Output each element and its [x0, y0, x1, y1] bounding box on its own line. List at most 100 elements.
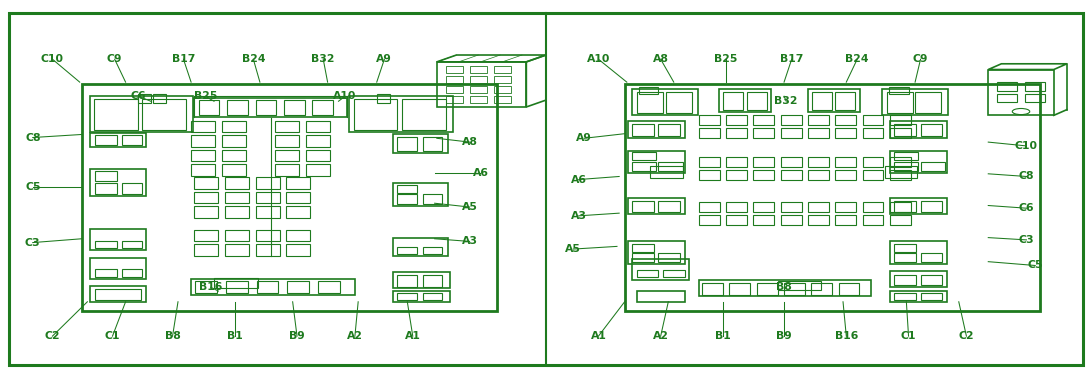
Text: B9: B9: [776, 331, 792, 341]
Text: A5: A5: [566, 244, 581, 254]
Bar: [628, 198, 685, 214]
Bar: [699, 202, 720, 212]
Bar: [256, 230, 280, 241]
Bar: [890, 202, 911, 212]
Bar: [312, 100, 333, 115]
Bar: [835, 215, 856, 225]
Text: B1: B1: [227, 331, 242, 341]
Bar: [470, 96, 487, 103]
Text: C5: C5: [25, 182, 40, 192]
Bar: [95, 241, 117, 248]
Bar: [286, 206, 310, 218]
Bar: [632, 259, 689, 280]
Bar: [863, 115, 883, 125]
Bar: [287, 281, 309, 293]
Bar: [256, 206, 280, 218]
Bar: [95, 171, 117, 181]
Text: B24: B24: [241, 54, 265, 64]
Bar: [658, 201, 680, 212]
Bar: [808, 128, 829, 138]
Bar: [286, 244, 310, 256]
Bar: [256, 177, 280, 189]
Text: A1: A1: [591, 331, 606, 341]
Bar: [890, 291, 947, 302]
Bar: [882, 89, 948, 115]
Bar: [286, 192, 310, 203]
Bar: [890, 198, 947, 214]
Text: A3: A3: [571, 211, 586, 221]
Bar: [222, 135, 246, 147]
Bar: [699, 115, 720, 125]
Text: B9: B9: [289, 331, 305, 341]
Bar: [275, 135, 299, 147]
Bar: [95, 135, 117, 145]
Bar: [863, 128, 883, 138]
Bar: [729, 283, 750, 295]
Bar: [446, 86, 463, 93]
Bar: [494, 76, 511, 83]
Bar: [781, 202, 802, 212]
Bar: [397, 185, 417, 193]
Text: B25: B25: [714, 54, 738, 64]
Bar: [921, 162, 945, 171]
Text: B17: B17: [171, 54, 195, 64]
Bar: [222, 121, 246, 132]
Bar: [753, 215, 774, 225]
Bar: [423, 137, 442, 151]
Bar: [306, 164, 330, 176]
Bar: [122, 135, 142, 145]
Text: C3: C3: [25, 238, 40, 248]
Text: C6: C6: [1019, 203, 1034, 213]
Bar: [835, 202, 856, 212]
Bar: [894, 253, 916, 262]
Text: C3: C3: [1019, 235, 1034, 245]
Bar: [666, 92, 692, 113]
Bar: [632, 89, 698, 115]
Bar: [632, 124, 654, 136]
Bar: [781, 157, 802, 167]
Bar: [778, 281, 821, 290]
Bar: [890, 128, 911, 138]
Bar: [494, 66, 511, 73]
Bar: [306, 150, 330, 161]
Bar: [191, 135, 215, 147]
Bar: [122, 269, 142, 277]
Bar: [808, 215, 829, 225]
Bar: [437, 62, 526, 107]
Text: C5: C5: [1028, 261, 1043, 270]
Bar: [808, 157, 829, 167]
Bar: [397, 293, 417, 300]
Text: A1: A1: [405, 331, 420, 341]
Bar: [808, 202, 829, 212]
Bar: [199, 100, 219, 115]
Bar: [921, 275, 942, 285]
Bar: [90, 286, 146, 302]
Bar: [275, 121, 299, 132]
Bar: [781, 170, 802, 180]
Bar: [988, 70, 1054, 115]
Text: B17: B17: [780, 54, 804, 64]
Bar: [753, 202, 774, 212]
Bar: [894, 275, 916, 285]
Text: C9: C9: [913, 54, 928, 64]
Bar: [835, 157, 856, 167]
Bar: [226, 281, 248, 293]
Bar: [256, 244, 280, 256]
Bar: [222, 164, 246, 176]
Bar: [82, 84, 497, 311]
Bar: [397, 275, 417, 286]
Bar: [446, 66, 463, 73]
Bar: [191, 279, 355, 295]
Bar: [191, 121, 215, 132]
Bar: [702, 283, 723, 295]
Text: C9: C9: [107, 54, 122, 64]
Bar: [625, 84, 1040, 311]
Bar: [225, 192, 249, 203]
Bar: [286, 177, 310, 189]
Bar: [726, 115, 747, 125]
Bar: [423, 194, 442, 204]
Bar: [494, 96, 511, 103]
Bar: [658, 124, 680, 136]
Bar: [863, 215, 883, 225]
Bar: [225, 230, 249, 241]
